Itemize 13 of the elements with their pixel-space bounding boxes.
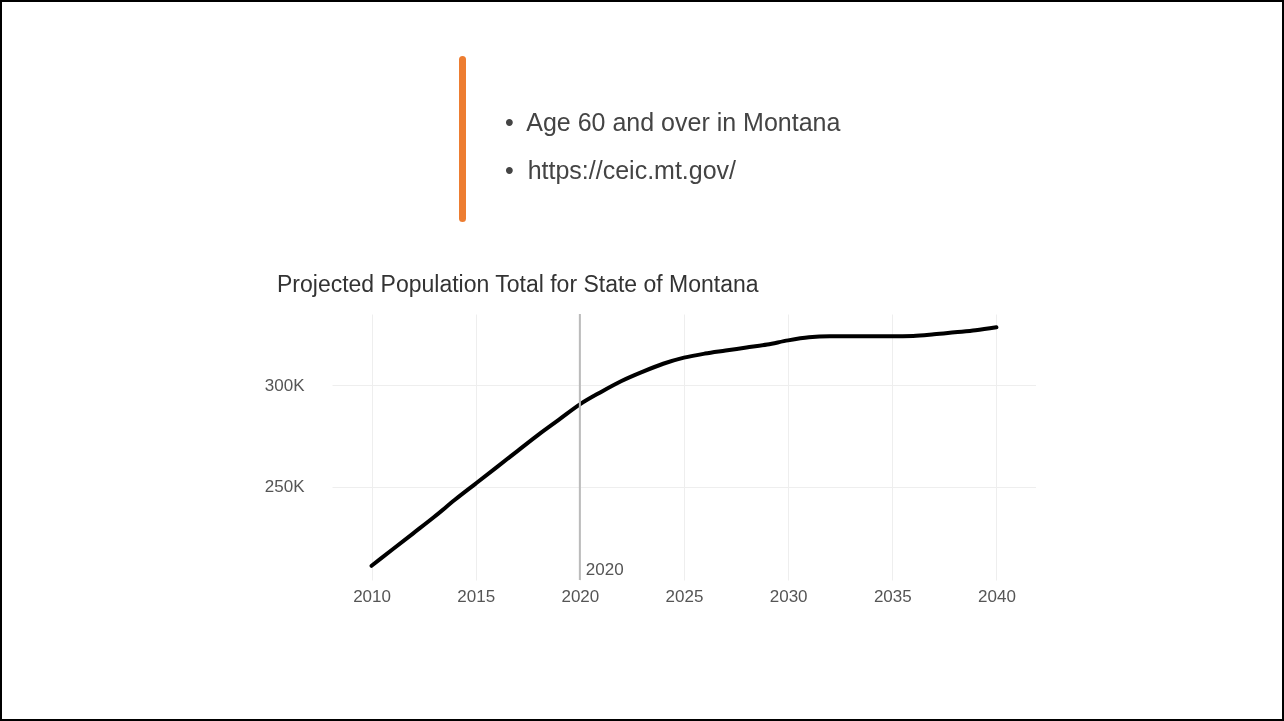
x-tick-label: 2040 [978, 586, 1016, 606]
x-tick-label: 2010 [353, 586, 391, 606]
chart-title: Projected Population Total for State of Montana [277, 271, 759, 297]
y-tick-label: 300K [264, 375, 306, 395]
x-tick-label: 2015 [457, 586, 496, 606]
x-tick-label: 2025 [665, 586, 704, 606]
x-tick-label: 2030 [769, 586, 808, 606]
ref-line-label: 2020 [585, 560, 624, 579]
y-tick-label: 250K [264, 477, 306, 497]
text: • Age 60 and over in Montana [505, 107, 841, 138]
text: • https://ceic.mt.gov/ [505, 155, 738, 186]
x-tick-label: 2020 [561, 586, 600, 606]
x-tick-label: 2035 [873, 586, 912, 606]
